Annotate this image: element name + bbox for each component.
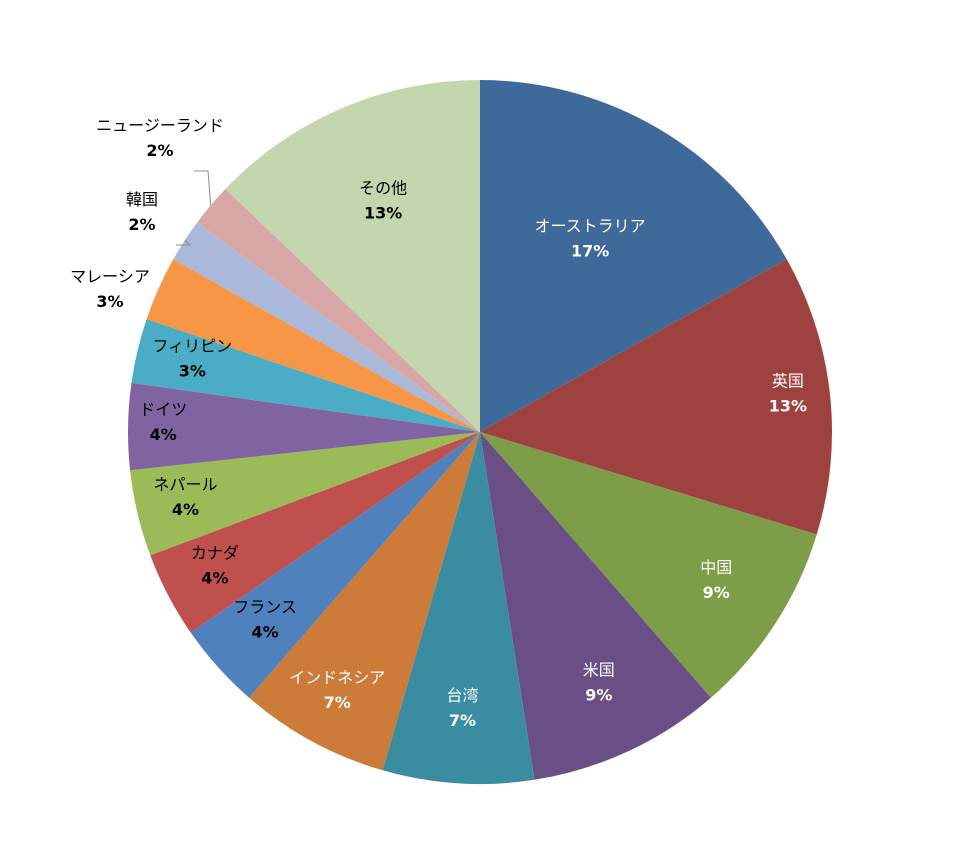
pie-slice <box>480 259 832 535</box>
pie-slice <box>197 188 481 432</box>
slice-percent-label: 7% <box>449 711 476 730</box>
leader-lines <box>176 170 212 246</box>
slice-label: 米国 <box>583 660 615 679</box>
leader-line <box>194 170 212 206</box>
slice-percent-label: 2% <box>128 215 155 234</box>
slice-label: インドネシア <box>289 668 385 687</box>
pie-slice <box>225 80 480 432</box>
slice-label: ニュージーランド <box>96 116 224 135</box>
pie-slices <box>127 80 832 784</box>
pie-slice <box>190 432 481 698</box>
slice-percent-label: 17% <box>571 242 609 261</box>
slice-percent-label: 4% <box>150 425 177 444</box>
slice-percent-label: 13% <box>769 396 807 415</box>
slice-percent-label: 4% <box>172 500 199 519</box>
slice-percent-label: 3% <box>96 292 123 311</box>
slice-label: マレーシア <box>70 267 150 286</box>
slice-label: 韓国 <box>126 190 158 209</box>
slice-label: オーストラリア <box>534 217 645 236</box>
pie-slice <box>127 382 481 471</box>
slice-percent-label: 4% <box>252 623 279 642</box>
slice-label: 台湾 <box>446 686 478 705</box>
leader-line <box>176 240 192 246</box>
pie-slice <box>130 432 480 556</box>
pie-slice <box>150 432 480 633</box>
pie-slice <box>480 80 787 432</box>
pie-slice <box>146 259 481 432</box>
pie-slice <box>480 432 817 698</box>
slice-label: フランス <box>233 598 297 617</box>
slice-percent-label: 13% <box>364 204 402 223</box>
pie-slice <box>480 432 711 780</box>
slice-percent-label: 7% <box>324 693 351 712</box>
slice-percent-label: 9% <box>703 583 730 602</box>
pie-slice <box>382 432 535 784</box>
slice-percent-label: 2% <box>146 141 173 160</box>
slice-label: フィリピン <box>152 337 232 356</box>
slice-label: その他 <box>359 179 407 198</box>
slice-label: カナダ <box>191 544 239 563</box>
slice-percent-label: 9% <box>585 685 612 704</box>
pie-slice <box>173 222 480 432</box>
slice-labels: オーストラリア 17% 英国 13% 中国 9% 米国 9% 台湾 7% インドネシア 7% フランス 4… <box>70 116 807 730</box>
slice-percent-label: 4% <box>201 569 228 588</box>
pie-slice <box>131 319 480 432</box>
slice-label: ドイツ <box>139 400 187 419</box>
slice-percent-label: 3% <box>179 362 206 381</box>
slice-label: 英国 <box>772 371 804 390</box>
slice-label: ネパール <box>153 475 217 494</box>
slice-label: 中国 <box>700 558 732 577</box>
pie-slice <box>249 432 480 771</box>
